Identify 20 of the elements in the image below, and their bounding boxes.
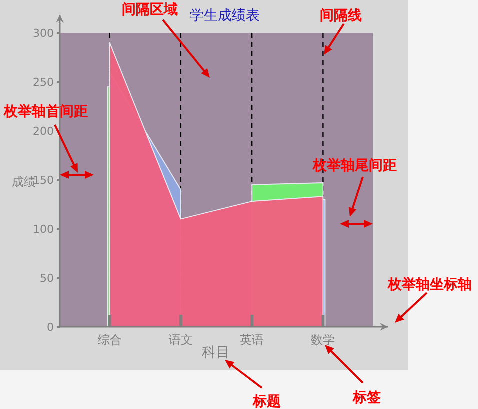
text: 枚举轴坐标轴	[387, 276, 472, 293]
text: 标题	[252, 394, 281, 409]
x-tick-label: 综合	[98, 333, 122, 347]
chart-title: 学生成绩表	[190, 8, 260, 24]
x-axis-title: 科目	[202, 345, 230, 361]
annotation: 枚举轴首间距	[3, 103, 88, 120]
y-tick-label: 100	[33, 223, 54, 236]
annotation: 枚举轴尾间距	[312, 157, 397, 174]
y-tick-label: 250	[33, 76, 54, 89]
y-tick-label: 200	[33, 125, 54, 138]
text: 间隔线	[320, 8, 362, 24]
y-tick-label: 0	[47, 321, 54, 334]
y-axis-title: 成绩	[12, 175, 36, 189]
x-tick-label: 语文	[168, 333, 193, 347]
text: 间隔区域	[122, 2, 178, 18]
y-tick-label: 50	[40, 272, 54, 285]
y-tick-label: 300	[33, 27, 54, 40]
text: 标签	[352, 390, 381, 406]
x-tick-label: 数学	[311, 333, 336, 347]
x-tick-label: 英语	[240, 333, 264, 347]
